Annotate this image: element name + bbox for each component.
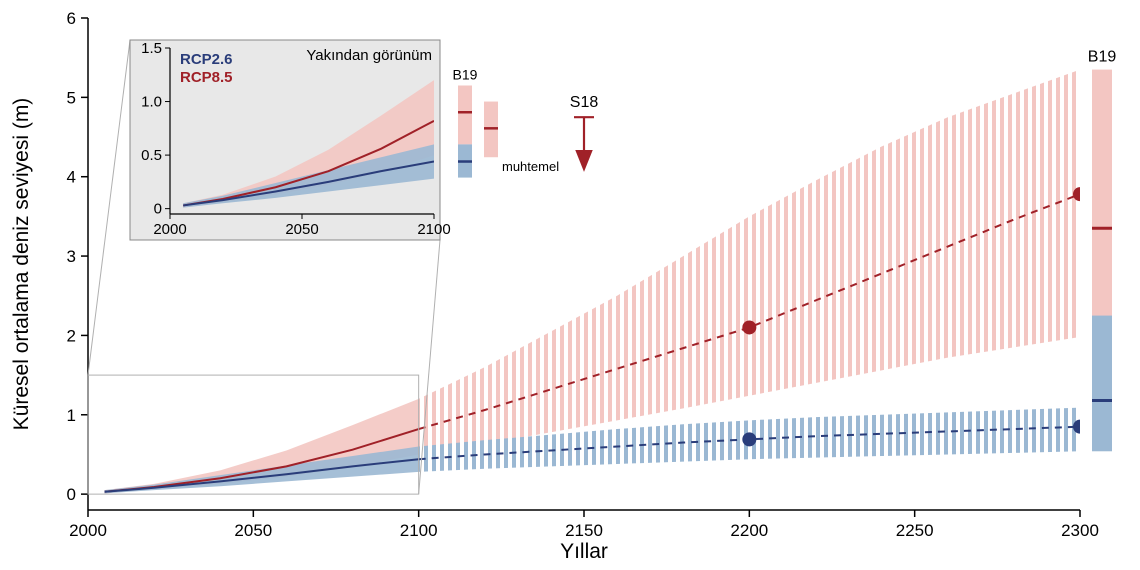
xtick-label: 2150	[565, 521, 603, 540]
marker-rcp85-2200	[742, 320, 756, 334]
inset-legend-RCP8.5: RCP8.5	[180, 69, 233, 86]
inset-title: Yakından görünüm	[306, 47, 432, 64]
sea-level-chart: 2000 2050 2100 2150 2200 2250 2300 0 1 2 3 4 5 6 Yılla…	[0, 0, 1140, 570]
xtick-label: 2250	[896, 521, 934, 540]
ytick-label: 6	[67, 9, 76, 28]
inset-ytick: 1.5	[141, 40, 162, 57]
ytick-label: 4	[67, 168, 76, 187]
xtick-label: 2300	[1061, 521, 1099, 540]
b19-label-right: B19	[1088, 49, 1117, 66]
inset-b19-label: B19	[453, 66, 478, 82]
muhtemel-label: muhtemel	[502, 159, 559, 174]
marker-rcp26-2300	[1073, 420, 1087, 434]
inset-xtick: 2000	[153, 221, 186, 238]
xtick-label: 2000	[69, 521, 107, 540]
inset-xtick: 2100	[417, 221, 450, 238]
zoom-connector-1	[88, 40, 130, 375]
xtick-label: 2200	[730, 521, 768, 540]
rcp85-band-hatched	[419, 70, 1080, 455]
marker-rcp85-2300	[1073, 187, 1087, 201]
ytick-label: 3	[67, 247, 76, 266]
b19-bar-rcp26	[1092, 316, 1112, 452]
inset-ytick: 1.0	[141, 94, 162, 111]
inset-xtick: 2050	[285, 221, 318, 238]
inset-legend-RCP2.6: RCP2.6	[180, 51, 233, 68]
marker-rcp26-2200	[742, 432, 756, 446]
b19-bar-rcp85	[1092, 70, 1112, 337]
ytick-label: 0	[67, 485, 76, 504]
y-axis-label: Küresel ortalama deniz seviyesi (m)	[10, 98, 33, 431]
xtick-label: 2100	[400, 521, 438, 540]
xtick-label: 2050	[234, 521, 272, 540]
s18-label: S18	[570, 94, 599, 111]
inset-ytick: 0	[154, 201, 162, 218]
ytick-label: 1	[67, 406, 76, 425]
inset-ytick: 0.5	[141, 147, 162, 164]
ytick-label: 2	[67, 326, 76, 345]
inset-b19-rcp85-0	[458, 85, 472, 144]
x-axis-label: Yıllar	[560, 540, 608, 563]
ytick-label: 5	[67, 88, 76, 107]
